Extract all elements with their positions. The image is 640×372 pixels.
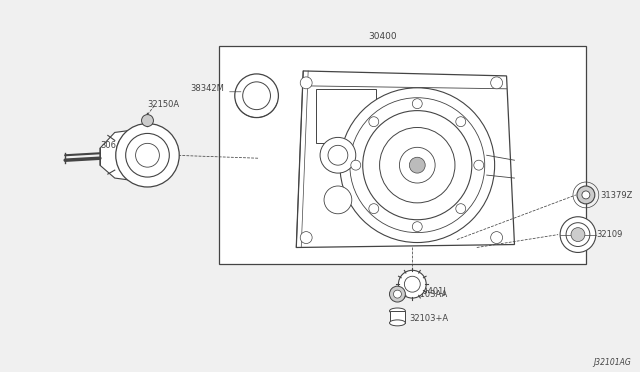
Circle shape <box>235 74 278 118</box>
Text: 31379Z: 31379Z <box>601 192 633 201</box>
Circle shape <box>577 186 595 204</box>
Polygon shape <box>100 128 164 182</box>
Circle shape <box>582 191 590 199</box>
Circle shape <box>320 137 356 173</box>
Circle shape <box>300 77 312 89</box>
Circle shape <box>456 204 466 214</box>
Circle shape <box>560 217 596 253</box>
Circle shape <box>328 145 348 165</box>
Text: 32150A: 32150A <box>147 100 180 109</box>
Circle shape <box>394 290 401 298</box>
Circle shape <box>324 186 352 214</box>
Bar <box>390 311 405 323</box>
Text: 30400: 30400 <box>368 32 397 41</box>
Circle shape <box>300 232 312 244</box>
Circle shape <box>399 270 426 298</box>
Circle shape <box>116 124 179 187</box>
Text: 32109: 32109 <box>596 230 622 239</box>
Circle shape <box>351 160 361 170</box>
Circle shape <box>566 223 590 247</box>
Circle shape <box>404 276 420 292</box>
Text: 306A0: 306A0 <box>100 141 127 150</box>
Circle shape <box>141 115 154 126</box>
Circle shape <box>369 204 379 214</box>
Circle shape <box>136 143 159 167</box>
Text: 32103AA: 32103AA <box>410 290 447 299</box>
Circle shape <box>412 99 422 109</box>
Circle shape <box>474 160 484 170</box>
Text: 30401J: 30401J <box>417 287 446 296</box>
Circle shape <box>491 77 502 89</box>
Polygon shape <box>296 71 515 247</box>
Circle shape <box>456 117 466 126</box>
Circle shape <box>410 157 425 173</box>
Circle shape <box>491 232 502 244</box>
Circle shape <box>390 286 405 302</box>
Circle shape <box>380 128 455 203</box>
Circle shape <box>125 134 170 177</box>
Bar <box>316 89 376 143</box>
Text: 32103+A: 32103+A <box>410 314 449 323</box>
Circle shape <box>412 222 422 232</box>
Circle shape <box>243 82 271 110</box>
Text: 38342M: 38342M <box>190 84 224 93</box>
Bar <box>219 46 586 264</box>
Ellipse shape <box>390 308 405 314</box>
Circle shape <box>369 117 379 126</box>
Circle shape <box>340 88 495 243</box>
Circle shape <box>571 228 585 241</box>
Circle shape <box>399 147 435 183</box>
Text: J32101AG: J32101AG <box>593 357 630 366</box>
Ellipse shape <box>390 320 405 326</box>
Circle shape <box>363 110 472 220</box>
